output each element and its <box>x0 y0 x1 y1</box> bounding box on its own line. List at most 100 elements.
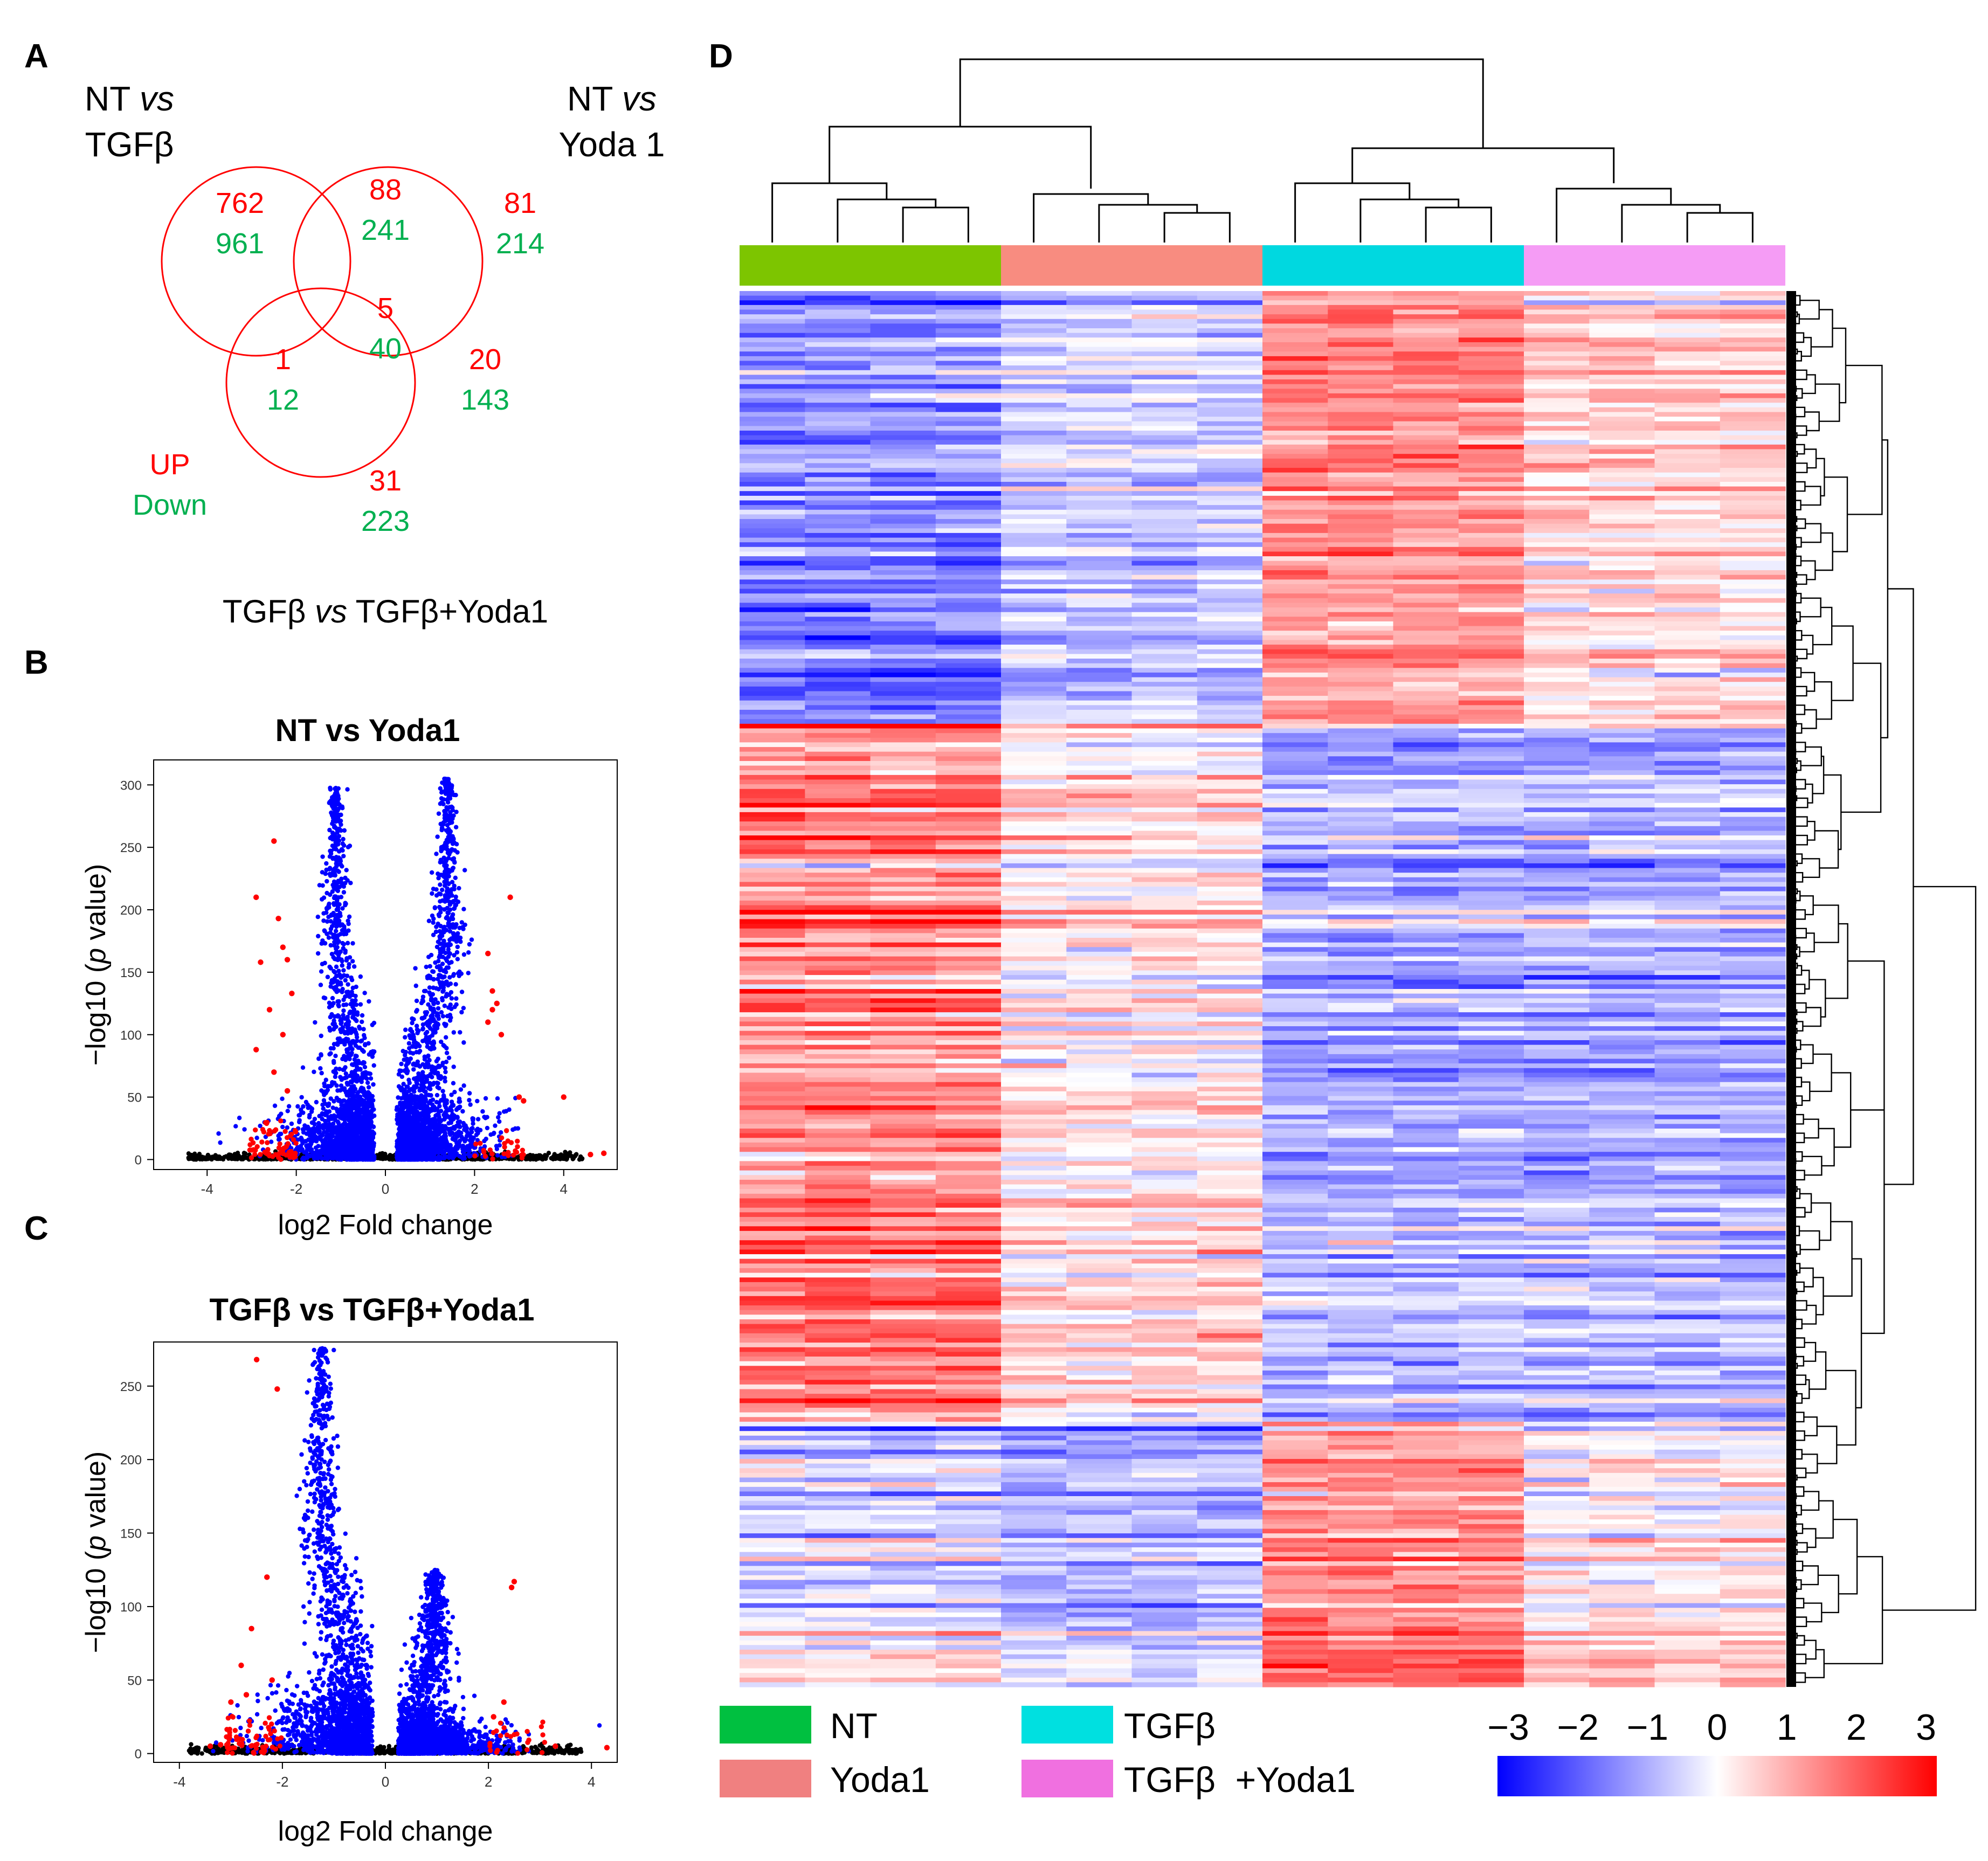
volcano-b-points <box>187 777 607 1162</box>
point-significant <box>333 805 337 809</box>
point-significant <box>447 783 451 787</box>
point-significant <box>446 816 450 820</box>
point-significant <box>352 1117 356 1121</box>
point-significant <box>441 1138 446 1143</box>
point-large-fold-change <box>258 959 263 965</box>
point-significant <box>495 1153 500 1157</box>
point-significant <box>431 970 436 974</box>
point-large-fold-change <box>280 1032 286 1037</box>
point-significant <box>341 854 346 858</box>
point-significant <box>428 1072 432 1076</box>
point-significant <box>367 1085 371 1089</box>
point-significant <box>358 974 363 979</box>
point-significant <box>333 1075 337 1079</box>
point-significant <box>440 827 445 831</box>
point-significant <box>332 846 336 850</box>
point-significant <box>452 1090 457 1094</box>
point-significant <box>343 978 348 983</box>
point-significant <box>328 854 332 859</box>
point-significant <box>320 883 325 888</box>
point-significant <box>437 1125 441 1129</box>
y-tick-label: 150 <box>120 966 142 980</box>
point-significant <box>438 936 442 940</box>
point-significant <box>370 1137 374 1141</box>
point-significant <box>323 1151 327 1156</box>
point-significant <box>440 1089 445 1093</box>
point-significant <box>332 824 336 828</box>
point-significant <box>444 1046 448 1050</box>
point-significant <box>365 1081 370 1085</box>
point-significant <box>504 1109 508 1113</box>
point-significant <box>452 1126 457 1131</box>
point-significant <box>332 933 336 937</box>
point-significant <box>360 1048 364 1052</box>
point-significant <box>307 1115 312 1119</box>
point-significant <box>368 1071 372 1076</box>
point-significant <box>353 1106 357 1111</box>
point-significant <box>358 1141 362 1145</box>
point-significant <box>461 1083 466 1088</box>
point-significant <box>317 1153 321 1157</box>
panel-label-b: B <box>24 644 49 681</box>
point-significant <box>279 1132 283 1136</box>
point-significant <box>328 1051 333 1055</box>
point-significant <box>446 827 451 831</box>
point-significant <box>312 1070 316 1074</box>
point-significant <box>303 1139 308 1143</box>
point-significant <box>401 1151 405 1155</box>
point-significant <box>403 1133 408 1138</box>
point-significant <box>429 997 433 1001</box>
volcano-b-ylabel: −log10 (p value) <box>80 864 112 1066</box>
point-significant <box>408 1099 412 1104</box>
point-significant <box>345 1082 349 1087</box>
point-significant <box>460 925 465 929</box>
point-significant <box>312 1155 316 1159</box>
point-significant <box>335 908 339 912</box>
point-significant <box>335 936 339 940</box>
point-significant <box>424 965 429 969</box>
point-significant <box>365 1144 369 1148</box>
point-significant <box>411 1117 415 1121</box>
point-significant <box>353 1027 357 1032</box>
point-significant <box>358 1154 363 1158</box>
point-significant <box>337 827 341 831</box>
point-significant <box>345 787 349 792</box>
point-significant <box>499 1130 503 1134</box>
point-significant <box>448 1143 452 1147</box>
point-significant <box>424 1039 429 1043</box>
point-significant <box>340 1017 344 1021</box>
point-significant <box>396 1095 400 1099</box>
point-significant <box>443 1153 447 1158</box>
point-significant <box>411 1087 416 1091</box>
point-significant <box>475 1099 479 1103</box>
point-significant <box>448 796 452 800</box>
point-significant <box>444 957 448 961</box>
point-significant <box>299 1144 303 1148</box>
point-not-significant <box>543 1156 547 1160</box>
point-large-fold-change <box>278 1118 283 1123</box>
point-significant <box>438 982 443 986</box>
point-significant <box>336 957 340 961</box>
point-significant <box>418 1086 423 1090</box>
point-significant <box>431 1009 435 1014</box>
point-significant <box>456 971 460 976</box>
point-significant <box>448 981 453 986</box>
point-not-significant <box>578 1156 583 1160</box>
point-significant <box>346 1134 350 1138</box>
point-large-fold-change <box>483 1154 488 1159</box>
point-significant <box>458 939 463 944</box>
point-significant <box>444 811 448 815</box>
point-significant <box>333 1054 337 1058</box>
point-significant <box>421 1130 425 1134</box>
point-significant <box>438 910 443 915</box>
point-significant <box>443 1076 447 1080</box>
point-significant <box>420 1016 424 1020</box>
point-significant <box>446 965 451 970</box>
point-significant <box>334 864 339 868</box>
point-significant <box>446 1108 450 1112</box>
point-significant <box>341 998 346 1002</box>
point-significant <box>449 990 453 994</box>
point-significant <box>397 1145 402 1150</box>
point-significant <box>237 1116 241 1120</box>
point-significant <box>450 936 454 940</box>
